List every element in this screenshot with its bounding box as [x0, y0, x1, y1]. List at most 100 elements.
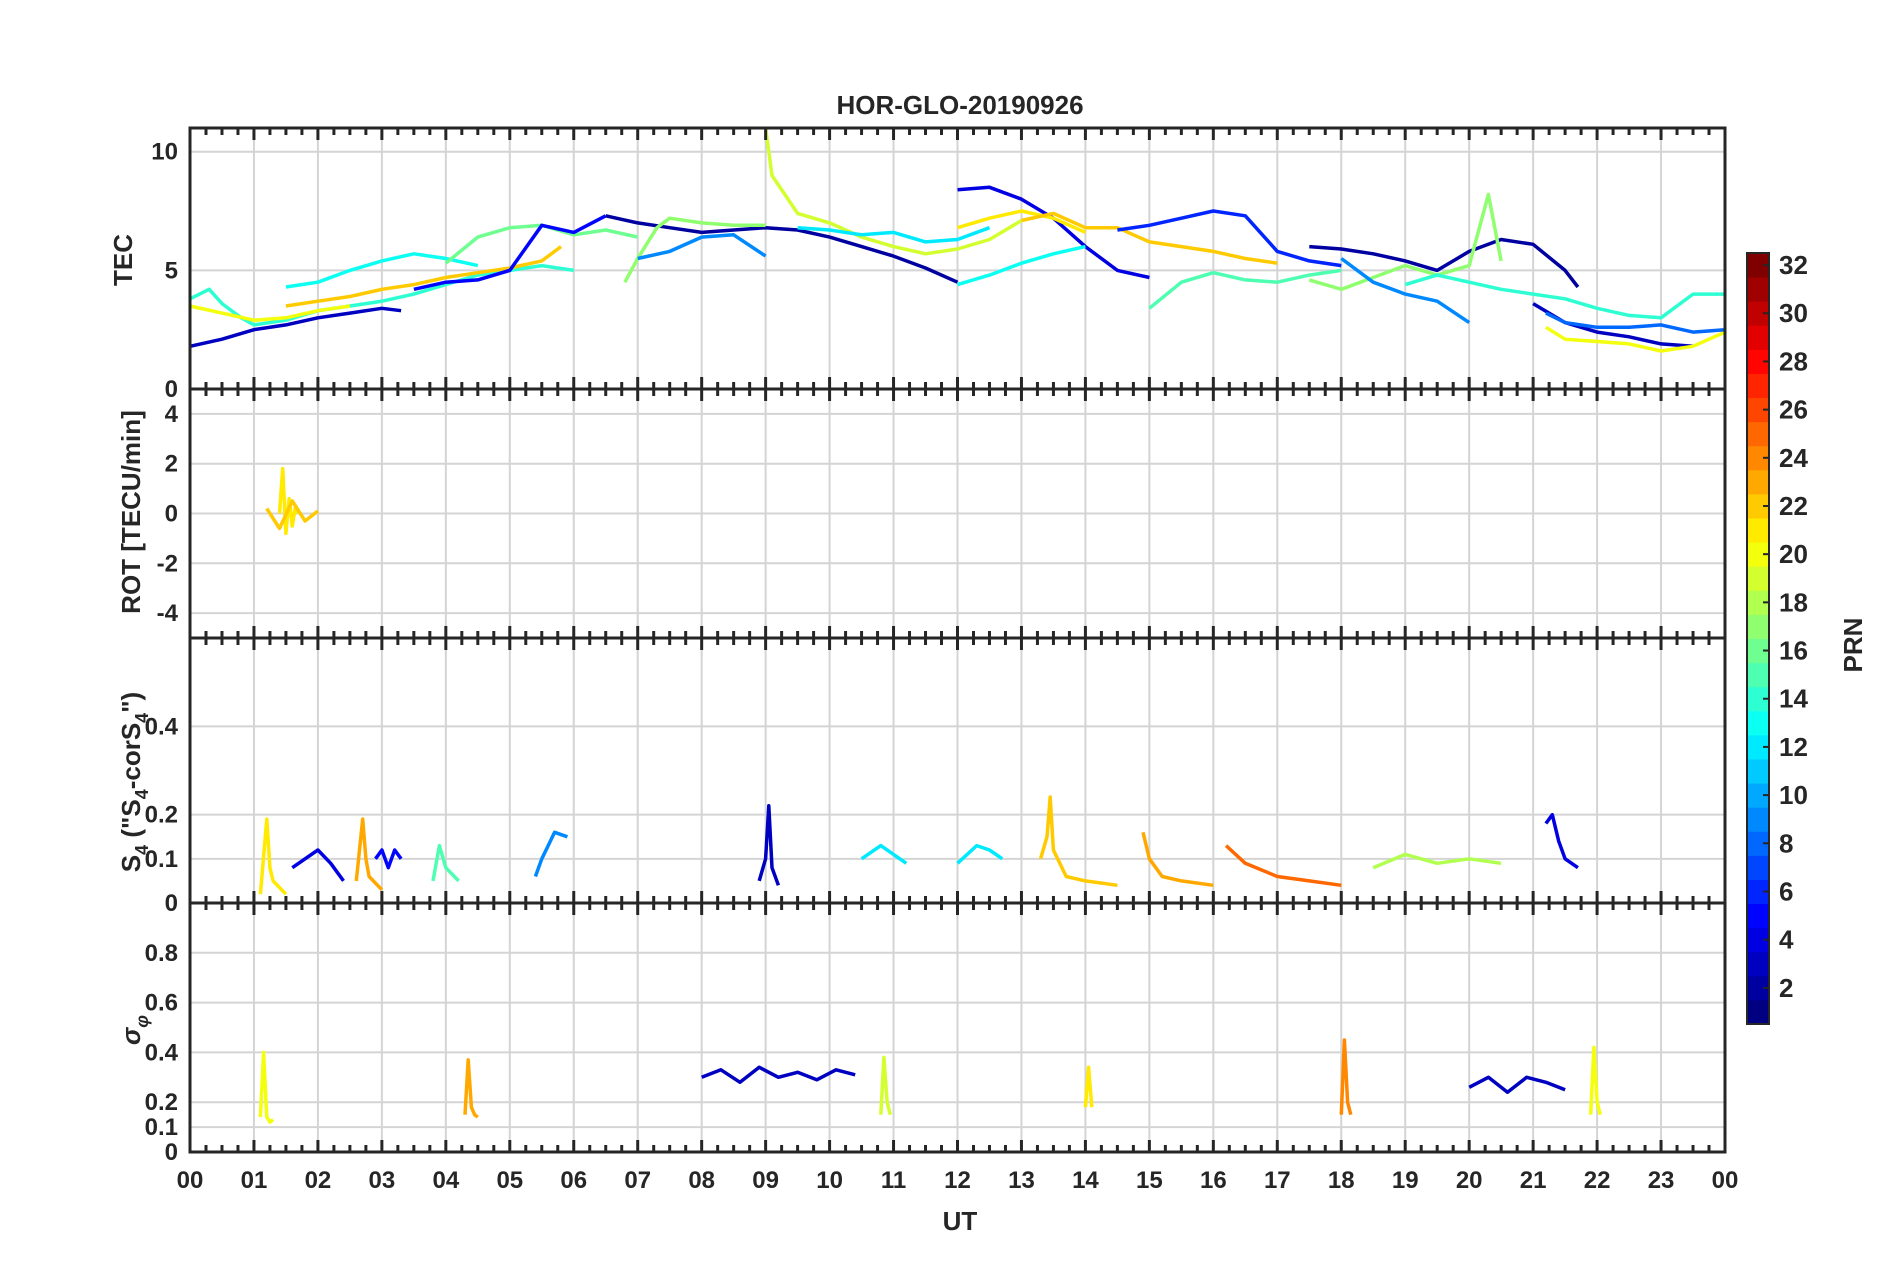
x-tick-label: 20 — [1456, 1167, 1483, 1194]
series-prn-17 — [1308, 192, 1503, 292]
series-prn-2 — [1309, 237, 1580, 289]
series-prn-2 — [605, 214, 959, 284]
y-tick-label: 10 — [151, 139, 178, 166]
colorbar-tick-label: 14 — [1779, 684, 1808, 714]
series-prn-23 — [1141, 831, 1214, 888]
series-prn-13 — [285, 252, 479, 289]
colorbar-tick-label: 12 — [1779, 732, 1808, 762]
series-prn-21 — [1083, 1065, 1094, 1108]
colorbar-cell — [1747, 734, 1769, 760]
series-prn-23 — [463, 1058, 479, 1119]
colorbar-cell — [1747, 879, 1769, 905]
colorbar-cell — [1747, 590, 1769, 615]
colorbar-cell — [1747, 445, 1769, 471]
y-tick-label: 0.2 — [145, 1089, 178, 1116]
colorbar-cell — [1747, 975, 1769, 1001]
svg-text:S4 ("S4-corS4"): S4 ("S4-corS4") — [116, 692, 152, 872]
colorbar-cell — [1747, 638, 1769, 664]
panel-rot: -4 -2 0 2 4 — [157, 387, 1727, 640]
colorbar-tick-label: 18 — [1779, 587, 1808, 617]
colorbar-tick-label: 10 — [1779, 780, 1808, 810]
y-tick-label: 0.8 — [145, 940, 178, 967]
colorbar-cell — [1747, 855, 1769, 880]
y-tick-label: 0.1 — [145, 846, 178, 873]
series-prn-21 — [957, 209, 1087, 234]
colorbar-cell — [1747, 614, 1769, 639]
series-prn-9 — [1340, 257, 1471, 325]
colorbar-tick-label: 20 — [1779, 539, 1808, 569]
colorbar-cell — [1747, 758, 1769, 784]
y-tick-label: 0.4 — [145, 713, 179, 740]
panel-tec: 0 5 10 — [151, 126, 1727, 403]
y-tick-label: 0.4 — [145, 1039, 179, 1066]
colorbar-cell — [1747, 686, 1769, 712]
chart-title: HOR-GLO-20190926 — [836, 90, 1083, 120]
x-tick-label: 01 — [241, 1167, 268, 1194]
y-tick-label: 0.1 — [145, 1114, 178, 1141]
colorbar-cell — [1747, 518, 1769, 543]
y-axis-label-rot: ROT [TECU/min] — [116, 410, 146, 614]
series-prn-18 — [1372, 852, 1502, 870]
series-prn-5 — [413, 214, 607, 292]
colorbar-cell — [1747, 542, 1769, 567]
x-tick-label: 10 — [816, 1167, 843, 1194]
colorbar-cell — [1747, 373, 1769, 399]
series-prn-24 — [1339, 1038, 1353, 1116]
series-prn-25 — [1224, 844, 1342, 888]
series-prn-3 — [1468, 1075, 1566, 1094]
colorbar-tick-label: 6 — [1779, 876, 1793, 906]
series-prn-15 — [1148, 268, 1342, 310]
x-tick-label: 11 — [881, 1167, 906, 1194]
series-prn-4 — [1544, 812, 1579, 870]
panel-sigma-phi: 00.10.2 0.4 0.6 0.8 — [145, 901, 1727, 1166]
series-prn-13 — [957, 244, 1086, 287]
series-prn-5 — [374, 848, 403, 870]
colorbar-cell — [1747, 710, 1769, 736]
colorbar-tick-label: 16 — [1779, 636, 1808, 666]
series-prn-12 — [860, 843, 908, 865]
y-tick-label: 0 — [165, 501, 178, 528]
x-tick-label: 08 — [688, 1167, 715, 1194]
colorbar-frame — [1746, 252, 1770, 1025]
colorbar-cell — [1747, 807, 1769, 832]
colorbar-cell — [1747, 421, 1769, 447]
colorbar-tick-label: 32 — [1779, 250, 1808, 280]
series-prn-9 — [637, 233, 767, 261]
series-prn-8 — [1545, 311, 1726, 334]
x-tick-label: 22 — [1584, 1167, 1611, 1194]
y-tick-label: -2 — [157, 550, 178, 577]
colorbar-label: PRN — [1838, 618, 1868, 673]
colorbar-cell — [1747, 397, 1769, 423]
x-tick-label: 03 — [369, 1167, 396, 1194]
series-prn-23 — [354, 817, 384, 892]
colorbar-tick-label: 26 — [1779, 395, 1808, 425]
colorbar-cell — [1747, 831, 1769, 856]
colorbar-cell — [1747, 277, 1769, 302]
x-tick-label: 19 — [1392, 1167, 1419, 1194]
colorbar-cell — [1747, 999, 1769, 1025]
x-tick-label: 07 — [624, 1167, 651, 1194]
colorbar-tick-label: 24 — [1779, 443, 1808, 473]
x-tick-label: 04 — [432, 1167, 459, 1194]
x-tick-label: 14 — [1072, 1167, 1099, 1194]
x-tick-label: 21 — [1520, 1167, 1547, 1194]
x-tick-label: 00 — [1712, 1167, 1739, 1194]
colorbar-cell — [1747, 927, 1769, 953]
y-tick-label: 0 — [165, 1139, 178, 1166]
series-prn-22 — [265, 499, 319, 531]
series-prn-15 — [431, 843, 460, 883]
colorbar-cell — [1747, 325, 1769, 350]
x-tick-label: 06 — [560, 1167, 587, 1194]
series-prn-19 — [763, 127, 1023, 256]
colorbar-tick-label: 8 — [1779, 828, 1793, 858]
colorbar-tick-label: 28 — [1779, 346, 1808, 376]
series-prn-3 — [757, 804, 781, 886]
series-prn-20 — [189, 304, 351, 322]
x-tick-label: 16 — [1200, 1167, 1227, 1194]
series-prn-6 — [1117, 209, 1342, 268]
x-tick-label: 17 — [1264, 1167, 1291, 1194]
colorbar-cell — [1747, 349, 1769, 374]
